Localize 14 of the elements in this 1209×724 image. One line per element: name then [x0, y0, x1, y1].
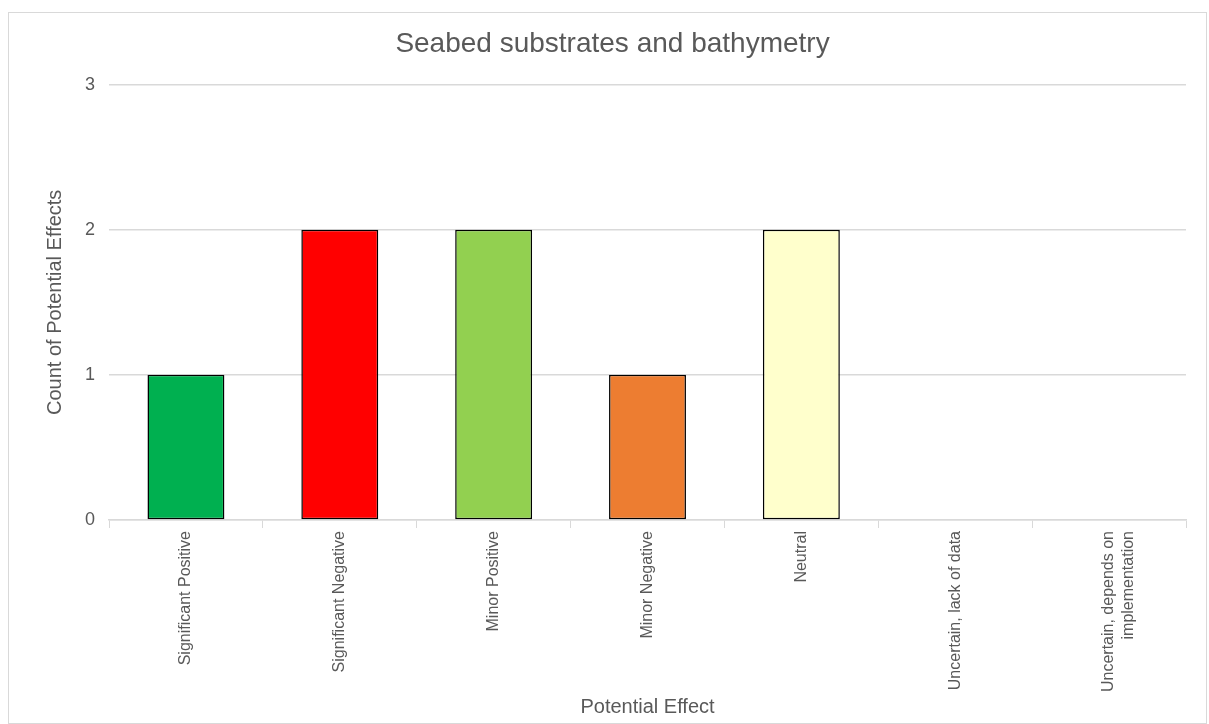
- x-tick-label: Minor Negative: [637, 530, 655, 639]
- y-axis-title: Count of Potential Effects: [42, 189, 65, 415]
- x-axis-title: Potential Effect: [580, 694, 716, 717]
- x-tick-label: Minor Positive: [484, 530, 502, 632]
- y-tick-label: 2: [85, 218, 96, 239]
- y-tick-label: 0: [85, 508, 96, 529]
- chart-title: Seabed substrates and bathymetry: [395, 26, 830, 58]
- x-tick-label: Neutral: [791, 531, 809, 583]
- y-tick-label: 3: [85, 73, 96, 94]
- y-tick-label: 1: [85, 363, 96, 384]
- x-tick-label: Significant Positive: [176, 530, 194, 666]
- x-tick-label: Uncertain, depends on implementation: [1099, 531, 1136, 692]
- x-tick-label: Significant Negative: [330, 530, 348, 673]
- x-tick-label: Uncertain, lack of data: [945, 530, 963, 691]
